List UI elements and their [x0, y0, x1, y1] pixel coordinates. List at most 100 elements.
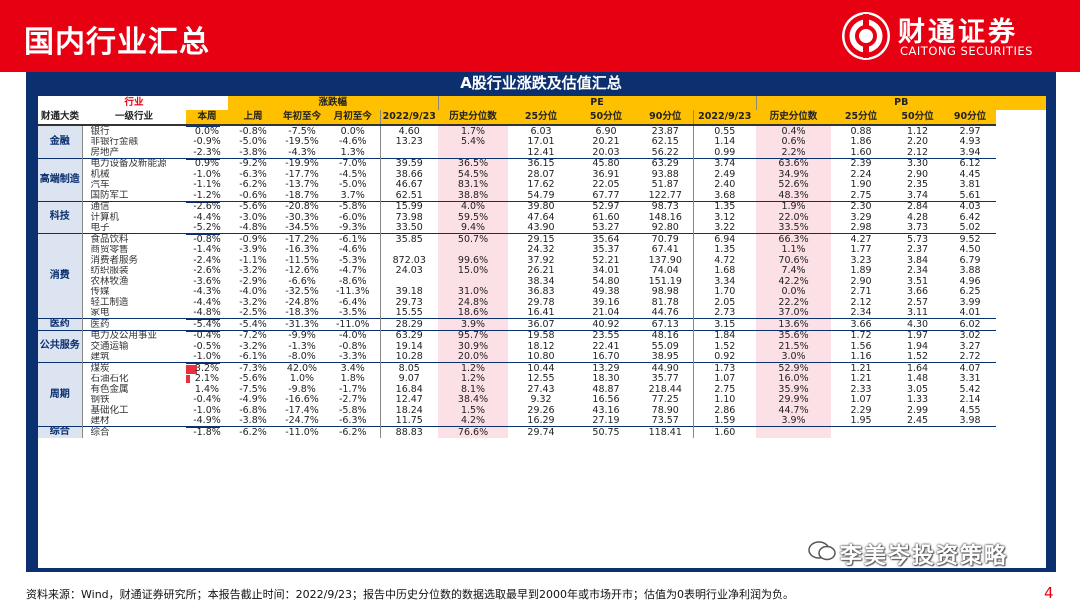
- cell-pb: 1.10: [692, 394, 757, 405]
- cell-pe: 872.03: [379, 255, 439, 266]
- cell-pb_pct: 22.2%: [756, 297, 832, 308]
- cell-pe25: 28.07: [527, 169, 555, 180]
- table-row: 传媒 -4.3% -4.0% -32.5% -11.3% 39.18 31.0% 36.83 4…: [38, 286, 1046, 297]
- cell-pe50: 20.03: [592, 147, 620, 158]
- cell-pb_pct: 29.9%: [756, 394, 832, 405]
- column-header: 历史分位数: [438, 110, 509, 126]
- cell-mtd: -6.4%: [338, 297, 367, 308]
- cell-ytd: 1.0%: [289, 373, 315, 384]
- cell-lwk: -6.2%: [228, 426, 278, 438]
- table-row: 非银行金融 -0.9% -5.0% -19.5% -4.6% 13.23 5.4% 17.01…: [38, 136, 1046, 147]
- cell-wk: 0.9%: [186, 157, 228, 169]
- cell-lwk: -3.2%: [239, 297, 267, 308]
- cell-pe90: 98.98: [651, 286, 679, 297]
- cell-pe50: 35.37: [592, 244, 620, 255]
- cell-pe: [379, 276, 439, 287]
- cell-pb: 1.70: [692, 286, 757, 297]
- cell-pe25: 18.12: [527, 341, 555, 352]
- cell-lwk: -7.2%: [228, 329, 278, 341]
- cell-pe50: 16.56: [592, 394, 620, 405]
- brand-name-cn: 财通证券: [898, 17, 1018, 48]
- header-bar: 国内行业汇总 财通证券 CAITONG SECURITIES: [0, 0, 1080, 72]
- cell-ytd: 42.0%: [278, 362, 326, 374]
- category-cell: 公共服务: [38, 329, 83, 363]
- cell-mtd: -6.2%: [326, 426, 380, 438]
- cell-pe_pct: [438, 147, 509, 158]
- table-row: 金融 银行 0.0% -0.8% -7.5% 0.0% 4.60 1.7% 6.03 6.90 23…: [38, 124, 1046, 158]
- industry-name: 传媒: [90, 286, 110, 297]
- cell-lwk: -4.0%: [239, 286, 267, 297]
- cell-pb_pct: 22.0%: [756, 212, 832, 223]
- industry-name: 机械: [90, 169, 110, 180]
- cell-pe: 13.23: [379, 136, 439, 147]
- cell-pb90: 2.97: [944, 124, 997, 137]
- cell-ytd: -32.5%: [285, 286, 319, 297]
- cell-ytd: -9.8%: [288, 384, 316, 395]
- cell-pe50: 48.87: [592, 384, 620, 395]
- cell-lwk: -3.0%: [239, 212, 267, 223]
- cell-ytd: -17.7%: [285, 169, 319, 180]
- cell-pb25: 3.23: [850, 255, 872, 266]
- cell-pe: 4.60: [379, 124, 439, 137]
- cell-ytd: -16.3%: [285, 244, 319, 255]
- cell-mtd: 0.0%: [326, 124, 380, 137]
- column-header: 历史分位数: [756, 110, 832, 126]
- cell-pb: 1.35: [692, 200, 757, 212]
- cell-pe90: 38.95: [651, 351, 679, 362]
- cell-pb50: 2.90: [906, 169, 929, 180]
- cell-pb50: 2.99: [906, 405, 929, 416]
- industry-name: 建筑: [90, 351, 110, 362]
- industry-table-container: 行业 涨跌幅 PE PB 财通大类 一级行业 本周 上周 年初至今 月初至今 2022/9/…: [38, 96, 1046, 568]
- cell-pe50: 45.80: [574, 157, 639, 169]
- cell-pb: 1.07: [692, 373, 757, 384]
- cell-pe_pct: [438, 276, 509, 287]
- cell-pb25: 1.60: [850, 147, 872, 158]
- cell-pb_pct: 13.6%: [756, 318, 832, 330]
- cell-pe: 39.18: [379, 286, 439, 297]
- cell-pb25: 2.39: [831, 157, 892, 169]
- cell-wk: -0.8%: [186, 233, 228, 245]
- cell-lwk: -0.6%: [239, 190, 267, 201]
- cell-pe25: 12.55: [527, 373, 555, 384]
- cell-wk: -3.6%: [186, 276, 228, 287]
- cell-pe90: 44.90: [638, 362, 694, 374]
- cell-mtd: -3.3%: [338, 351, 367, 362]
- cell-pb25: 3.29: [850, 212, 872, 223]
- column-header: 50分位: [891, 110, 945, 126]
- cell-mtd: -6.0%: [338, 212, 367, 223]
- cell-mtd: -9.3%: [338, 222, 367, 233]
- cell-pb: 0.92: [692, 351, 757, 363]
- cell-pe90: 48.16: [638, 329, 694, 341]
- cell-pb90: 4.01: [959, 307, 981, 318]
- cell-lwk: -0.9%: [228, 233, 278, 245]
- cell-pe25: 47.64: [527, 212, 555, 223]
- cell-pe50: 35.64: [574, 233, 639, 245]
- cell-pe_pct: 8.1%: [438, 384, 509, 395]
- cell-pb50: 3.11: [906, 307, 929, 318]
- category-cell: 医药: [38, 318, 83, 330]
- cell-pe25: 36.15: [508, 157, 575, 169]
- weekly-change-bar-fill: [186, 365, 198, 374]
- panel-title: A股行业涨跌及估值汇总: [460, 74, 622, 92]
- cell-pb50: 3.05: [906, 384, 929, 395]
- cell-pb: 6.94: [692, 233, 757, 245]
- cell-ytd: -30.3%: [285, 212, 319, 223]
- column-header: 25分位: [831, 110, 892, 126]
- cell-wk: -2.6%: [186, 200, 228, 212]
- cell-pe50: 39.16: [592, 297, 620, 308]
- cell-pe_pct: 9.4%: [438, 222, 509, 234]
- cell-pe50: 36.91: [592, 169, 620, 180]
- cell-pb50: 1.94: [906, 341, 929, 352]
- industry-name: 国防军工: [90, 190, 129, 201]
- cell-lwk: -3.2%: [239, 265, 267, 276]
- table-row: 纺织服装 -2.6% -3.2% -12.6% -4.7% 24.03 15.0% 26.21…: [38, 265, 1046, 276]
- cell-pb90: 6.02: [944, 318, 997, 330]
- table-row: 汽车 -1.1% -6.2% -13.7% -5.0% 46.67 83.1% 17.62 22…: [38, 179, 1046, 190]
- cell-pe_pct: 5.4%: [438, 136, 509, 147]
- cell-pb_pct: 35.9%: [756, 384, 832, 395]
- cell-wk: -5.2%: [186, 223, 228, 234]
- cell-pe90: 56.22: [651, 147, 679, 158]
- cell-wk: 1.4%: [186, 384, 228, 395]
- industry-name: 商贸零售: [90, 244, 129, 255]
- cell-pe25: 43.90: [527, 222, 555, 233]
